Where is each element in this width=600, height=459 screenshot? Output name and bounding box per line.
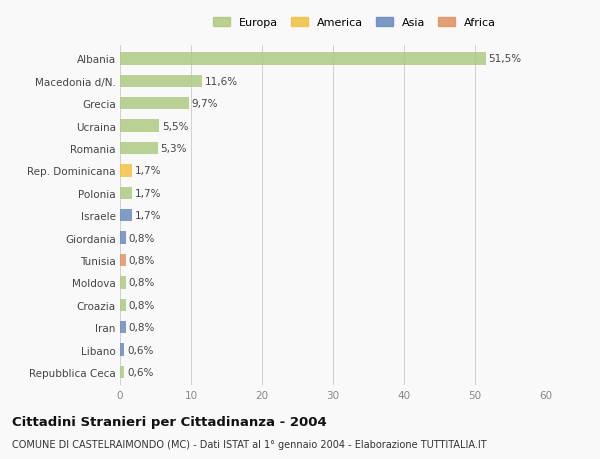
Bar (120, 277, 125, 289)
Text: 0,8%: 0,8% (128, 300, 155, 310)
Bar (120, 76, 202, 88)
Bar (120, 232, 125, 244)
Text: 0,6%: 0,6% (127, 345, 154, 355)
Text: 0,6%: 0,6% (127, 367, 154, 377)
Bar (120, 120, 159, 133)
Bar (120, 210, 132, 222)
Bar (120, 165, 132, 177)
Bar (120, 187, 132, 200)
Bar (120, 143, 158, 155)
Text: 51,5%: 51,5% (488, 54, 521, 64)
Text: 1,7%: 1,7% (135, 188, 161, 198)
Bar (120, 254, 125, 267)
Text: 0,8%: 0,8% (128, 278, 155, 288)
Text: 5,5%: 5,5% (162, 121, 188, 131)
Text: 5,3%: 5,3% (160, 144, 187, 154)
Text: Cittadini Stranieri per Cittadinanza - 2004: Cittadini Stranieri per Cittadinanza - 2… (12, 415, 327, 428)
Bar (120, 53, 485, 66)
Bar (120, 299, 125, 311)
Text: 0,8%: 0,8% (128, 323, 155, 332)
Text: 0,8%: 0,8% (128, 233, 155, 243)
Legend: Europa, America, Asia, Africa: Europa, America, Asia, Africa (213, 17, 496, 28)
Text: 1,7%: 1,7% (135, 166, 161, 176)
Bar (120, 321, 125, 334)
Text: 1,7%: 1,7% (135, 211, 161, 221)
Bar (120, 98, 189, 110)
Text: 9,7%: 9,7% (192, 99, 218, 109)
Bar (120, 344, 124, 356)
Text: COMUNE DI CASTELRAIMONDO (MC) - Dati ISTAT al 1° gennaio 2004 - Elaborazione TUT: COMUNE DI CASTELRAIMONDO (MC) - Dati IST… (12, 439, 487, 449)
Text: 0,8%: 0,8% (128, 255, 155, 265)
Bar (120, 366, 124, 378)
Text: 11,6%: 11,6% (205, 77, 238, 87)
